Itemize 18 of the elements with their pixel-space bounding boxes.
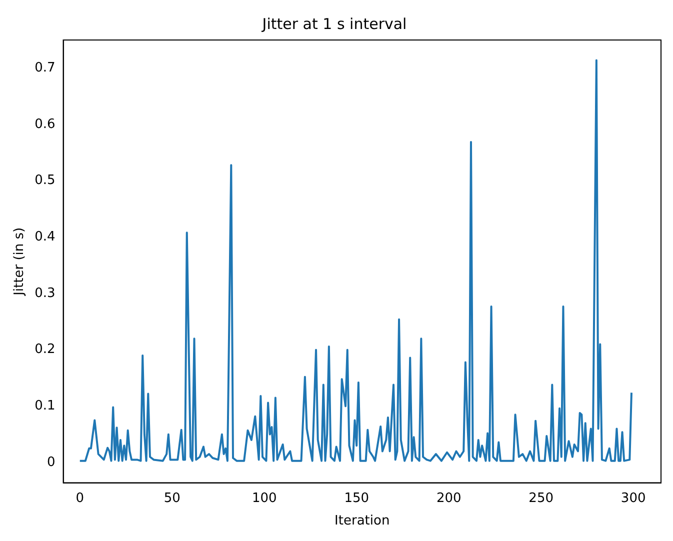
x-tick-label: 100 [252,490,277,506]
x-axis-title: Iteration [334,514,390,529]
y-tick-label: 0.4 [34,230,56,245]
y-tick-label: 0.5 [34,173,56,188]
y-tick-label: 0.7 [34,60,56,76]
y-tick-label: 0.1 [34,398,56,414]
y-axis-title: Jitter (in s) [12,227,28,296]
y-tick-label: 0.2 [34,342,56,358]
chart-title: Jitter at 1 s interval [261,14,407,33]
x-tick-label: 200 [436,490,462,506]
x-tick-label: 0 [76,490,84,506]
y-tick-label: 0 [46,454,56,470]
x-tick-label: 300 [620,490,646,506]
x-tick-label: 150 [344,490,370,506]
x-tick-label: 250 [528,490,554,506]
y-tick-label: 0.3 [34,286,56,301]
x-tick-label: 50 [164,490,180,506]
y-tick-label: 0.6 [34,116,56,132]
